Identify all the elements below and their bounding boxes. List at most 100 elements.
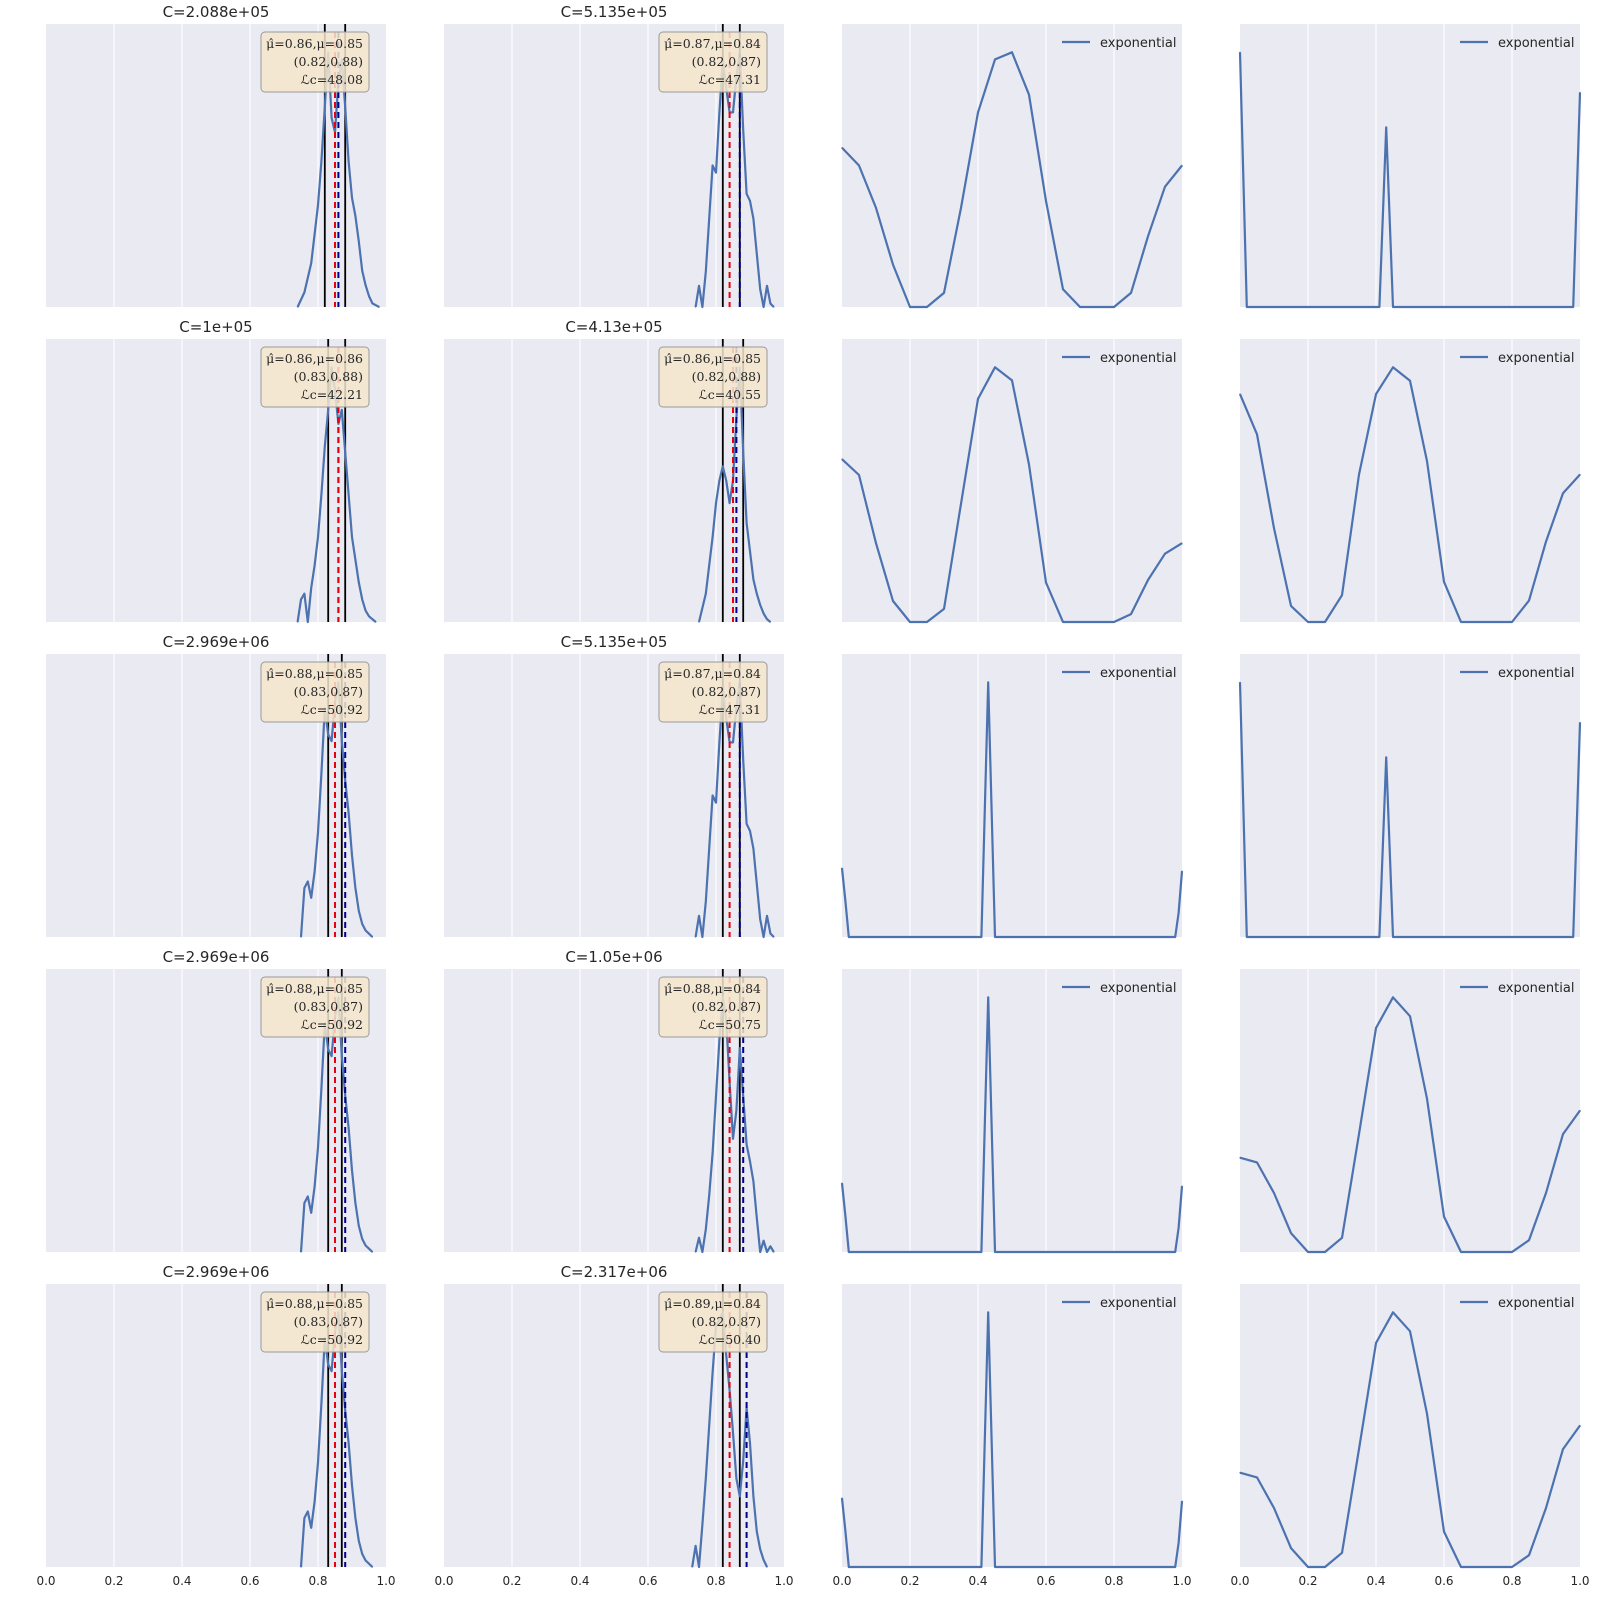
data-point: [701, 306, 704, 308]
data-point: [368, 1248, 370, 1250]
data-point: [756, 883, 758, 885]
data-point: [351, 536, 353, 538]
data-point: [1562, 1448, 1564, 1450]
data-point: [371, 1251, 373, 1253]
data-point: [1028, 94, 1030, 96]
x-tick-label: 0.6: [1036, 1574, 1055, 1588]
data-point: [729, 1389, 731, 1391]
panel-r4c3: exponential 0.0 0.2 0.4 0.6 0.8 1.0: [1230, 1284, 1590, 1588]
data-point: [1181, 870, 1183, 872]
stats-line2: (0.83,0.87): [294, 1314, 363, 1329]
data-point: [1113, 621, 1115, 623]
x-tick-label: 0.0: [832, 1574, 851, 1588]
data-point: [1290, 1232, 1292, 1234]
stats-line1: μ̂=0.86,μ=0.85: [664, 351, 761, 366]
data-point: [378, 306, 380, 308]
stats-box: [658, 976, 768, 1038]
panel-r2c2: exponential: [840, 654, 1184, 939]
data-point: [327, 1048, 329, 1051]
data-point: [1392, 366, 1394, 368]
data-point: [763, 1559, 765, 1561]
data-point: [337, 423, 339, 425]
data-point: [705, 1478, 707, 1480]
stats-line3: ℒc=48.08: [301, 72, 363, 87]
data-point: [715, 172, 717, 174]
data-point: [994, 366, 996, 368]
stats-line3: ℒc=47.31: [699, 702, 761, 717]
data-point: [769, 302, 772, 305]
legend-label: exponential: [1100, 666, 1176, 681]
panel-r0c3: exponential: [1238, 24, 1582, 309]
data-point: [320, 1403, 322, 1405]
panel-title: C=2.969e+06: [163, 633, 270, 651]
data-point: [1579, 91, 1581, 94]
legend-label: exponential: [1100, 36, 1176, 51]
panel-r0c1: C=5.135e+05 μ̂=0.87,μ=0.84 (0.82,0.87) ℒc=4…: [444, 3, 784, 309]
data-point: [1392, 996, 1394, 998]
data-point: [1239, 51, 1241, 53]
data-point: [1358, 1448, 1360, 1450]
data-point: [1181, 542, 1183, 544]
data-point: [317, 831, 319, 834]
legend-label: exponential: [1498, 666, 1574, 681]
data-point: [841, 1182, 843, 1184]
panel-r2c1: C=5.135e+05 μ̂=0.87,μ=0.84 (0.82,0.87) ℒc=4…: [444, 633, 784, 939]
stats-line2: (0.82,0.87): [692, 54, 761, 69]
data-point: [365, 1244, 367, 1247]
data-point: [320, 160, 322, 163]
data-point: [1307, 1251, 1309, 1253]
data-point: [841, 1497, 843, 1499]
data-point: [358, 240, 360, 243]
data-point: [1246, 936, 1248, 938]
data-point: [1256, 1161, 1258, 1163]
data-point: [341, 1055, 343, 1057]
density-curve: [694, 681, 775, 939]
data-point: [348, 1127, 350, 1129]
data-point: [848, 1251, 850, 1253]
data-point: [344, 106, 346, 108]
stats-box: [260, 661, 370, 723]
data-point: [1392, 936, 1394, 938]
density-curve: [694, 51, 775, 309]
data-point: [766, 915, 768, 917]
data-point: [691, 1566, 693, 1568]
data-point: [746, 193, 748, 195]
data-point: [943, 292, 945, 294]
data-point: [354, 887, 356, 889]
data-point: [317, 1461, 319, 1464]
data-point: [715, 1095, 717, 1097]
data-point: [1307, 1566, 1309, 1568]
data-point: [297, 621, 299, 623]
data-point: [841, 147, 843, 149]
x-tick-label: 1.0: [774, 1574, 793, 1588]
data-point: [1528, 1239, 1530, 1241]
data-point: [980, 1566, 983, 1568]
data-point: [348, 494, 350, 496]
plot-area: [842, 1284, 1182, 1567]
data-point: [1062, 621, 1064, 623]
stats-line1: μ̂=0.88,μ=0.84: [664, 981, 761, 996]
data-point: [1307, 621, 1309, 623]
stats-line3: ℒc=50.92: [301, 1017, 363, 1032]
data-point: [351, 1484, 353, 1486]
panel-r1c0: C=1e+05 μ̂=0.86,μ=0.86 (0.83,0.88) ℒc=42.21: [46, 318, 386, 624]
data-point: [1579, 473, 1581, 476]
panel-title: C=4.13e+05: [565, 318, 662, 336]
data-point: [712, 536, 714, 538]
data-point: [358, 1225, 360, 1227]
data-point: [1178, 1227, 1180, 1229]
stats-line2: (0.82,0.87): [692, 1314, 761, 1329]
data-point: [1079, 621, 1081, 623]
data-point: [365, 610, 367, 612]
data-point: [314, 564, 316, 567]
data-point: [1460, 1251, 1462, 1253]
data-point: [314, 1186, 316, 1188]
stats-line3: ℒc=50.40: [699, 1332, 761, 1347]
stats-line1: μ̂=0.87,μ=0.84: [664, 666, 761, 681]
legend-label: exponential: [1498, 351, 1574, 366]
stats-line1: μ̂=0.86,μ=0.85: [266, 36, 363, 51]
data-point: [701, 1251, 704, 1253]
panel-r4c1: C=2.317e+06 μ̂=0.89,μ=0.84 (0.82,0.87) ℒc=5…: [434, 1263, 793, 1588]
data-point: [344, 451, 346, 453]
